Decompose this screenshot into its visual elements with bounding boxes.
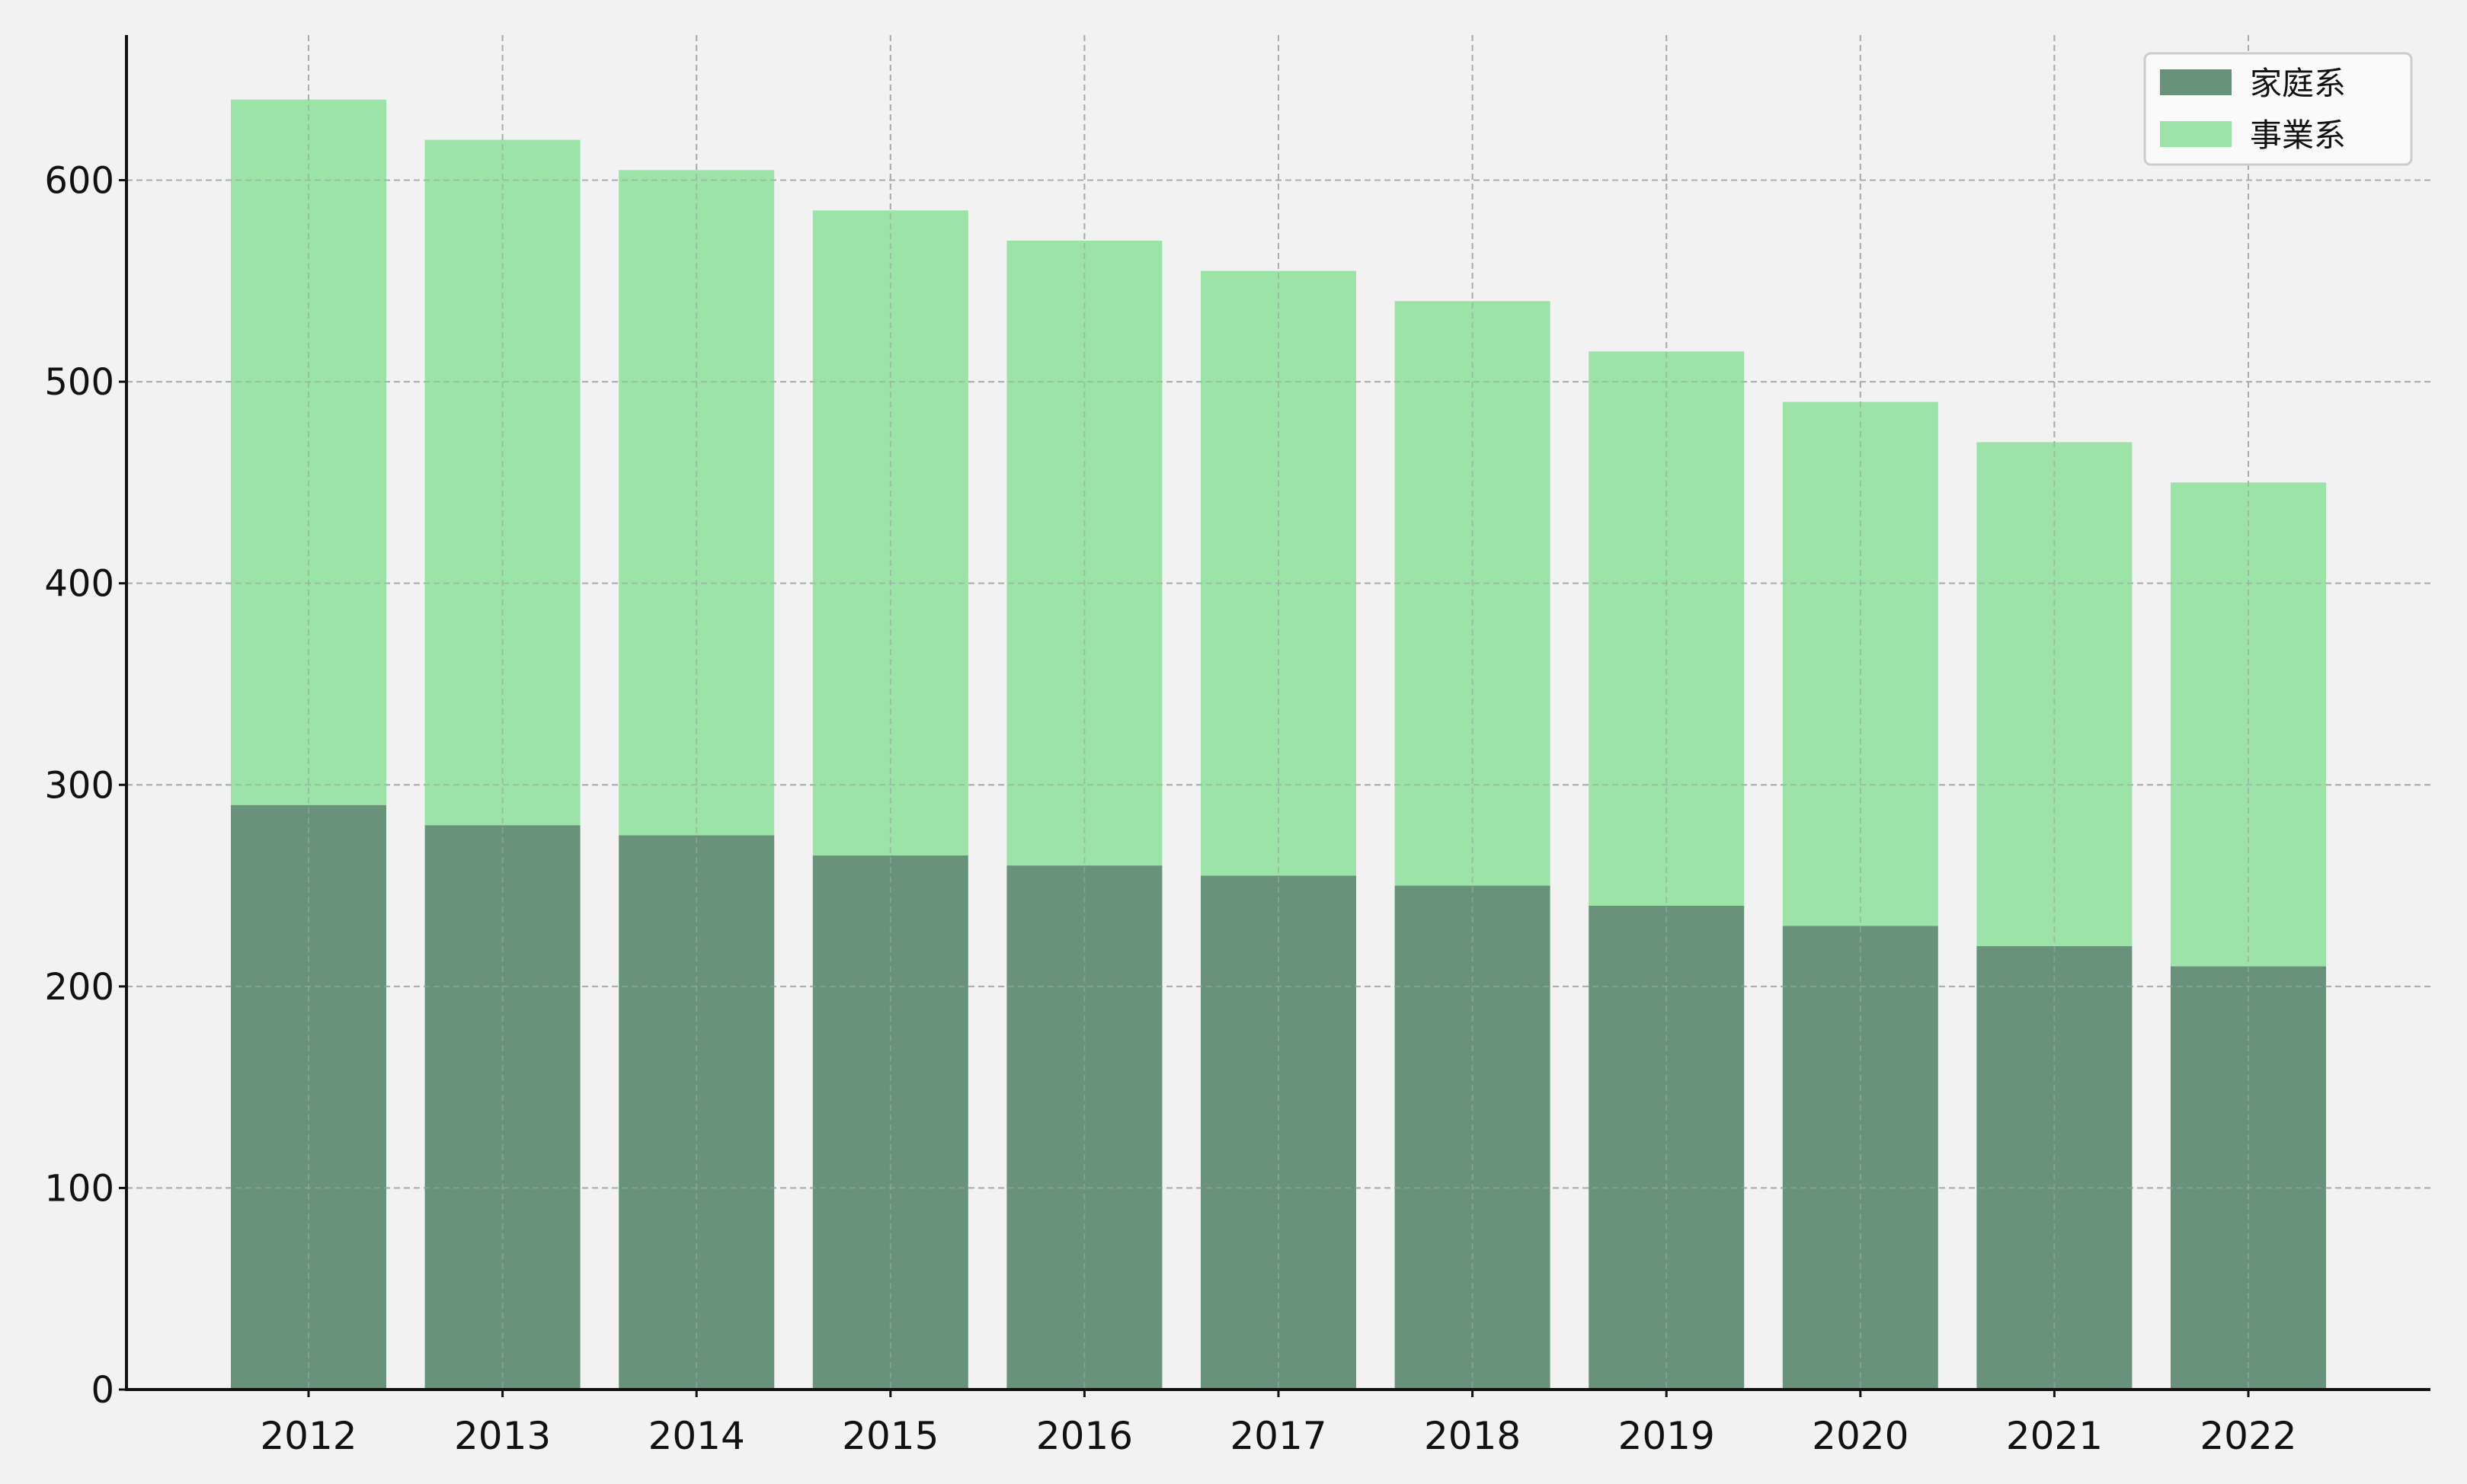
x-tick-label: 2016: [1036, 1414, 1133, 1458]
bar-household-2017: [1201, 875, 1356, 1390]
x-tick-label: 2021: [2006, 1414, 2103, 1458]
y-tick-label: 300: [44, 764, 114, 807]
x-tick-label: 2015: [842, 1414, 939, 1458]
x-tick-label: 2022: [2200, 1414, 2296, 1458]
legend-swatch: [2160, 69, 2232, 95]
x-tick-label: 2019: [1618, 1414, 1715, 1458]
y-tick-label: 600: [44, 160, 114, 203]
y-tick-label: 100: [44, 1167, 114, 1210]
x-tick-label: 2014: [648, 1414, 745, 1458]
x-tick-label: 2012: [260, 1414, 357, 1458]
legend-swatch: [2160, 121, 2232, 147]
x-tick-label: 2013: [454, 1414, 551, 1458]
x-tick-label: 2018: [1424, 1414, 1521, 1458]
x-tick-label: 2017: [1230, 1414, 1326, 1458]
legend-label: 家庭系: [2250, 65, 2346, 102]
legend-label: 事業系: [2250, 117, 2346, 154]
bars: [126, 35, 2430, 1390]
y-tick-label: 500: [44, 361, 114, 404]
bar-household-2015: [812, 855, 968, 1390]
x-tick-label: 2020: [1812, 1414, 1909, 1458]
y-tick-label: 200: [44, 966, 114, 1009]
tick-labels: 0 100 200 300 400 500 600 2012 2013 2014 2015 2016 2…: [44, 160, 2296, 1459]
y-tick-label: 400: [44, 563, 114, 606]
y-tick-label: 0: [91, 1369, 114, 1412]
